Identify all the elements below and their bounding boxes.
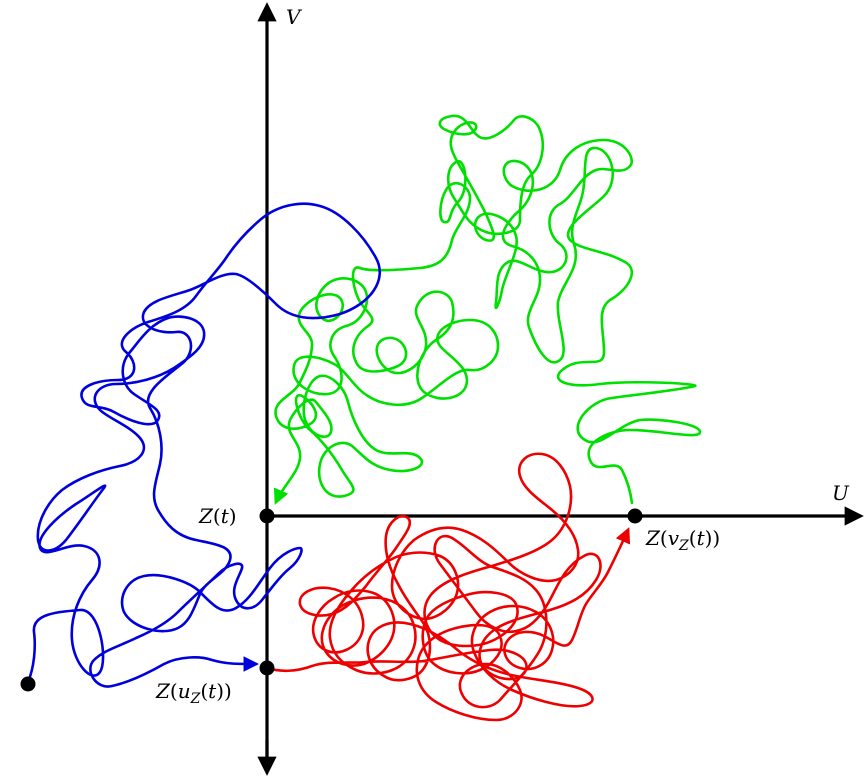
- start-point: [20, 676, 36, 692]
- label-z-v: Z(vZ(t)): [645, 526, 720, 554]
- point-z-u: [259, 660, 275, 676]
- v-axis-label: V: [286, 5, 303, 29]
- blue-path: [26, 202, 382, 688]
- point-z-v: [627, 508, 643, 524]
- green-path: [273, 114, 702, 505]
- u-axis-label: U: [832, 481, 850, 505]
- label-z-u: Z(uZ(t)): [155, 679, 232, 707]
- red-path: [265, 452, 631, 722]
- label-z-t: Z(t): [198, 504, 237, 528]
- point-z-t: [259, 508, 275, 524]
